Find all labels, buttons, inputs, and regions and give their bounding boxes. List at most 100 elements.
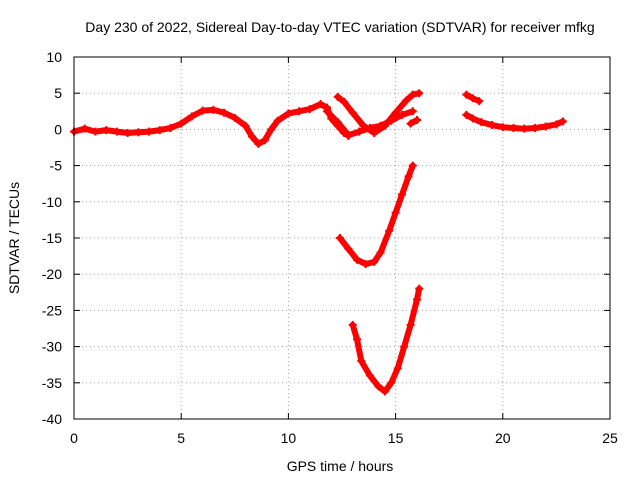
- data-point: [166, 123, 175, 132]
- data-point: [385, 226, 394, 235]
- y-tick-label: 10: [46, 49, 62, 65]
- data-point: [376, 248, 385, 257]
- data-point: [404, 172, 413, 181]
- data-point: [344, 131, 353, 140]
- data-point: [187, 112, 196, 121]
- data-point: [558, 117, 567, 126]
- data-point: [220, 108, 229, 117]
- data-point: [406, 320, 415, 329]
- data-point: [406, 119, 415, 128]
- data-point: [333, 118, 342, 127]
- data-point: [387, 116, 396, 125]
- y-tick-label: -5: [50, 158, 63, 174]
- data-point: [91, 127, 100, 136]
- data-point: [254, 139, 263, 148]
- data-point: [400, 342, 409, 351]
- y-tick-label: -25: [42, 302, 62, 318]
- data-point: [198, 106, 207, 115]
- data-point: [387, 378, 396, 387]
- data-point: [284, 109, 293, 118]
- data-point: [344, 244, 353, 253]
- data-point: [112, 127, 121, 136]
- data-point: [80, 124, 89, 133]
- data-point: [398, 190, 407, 199]
- data-point: [509, 123, 518, 132]
- data-point: [316, 100, 325, 109]
- y-tick-label: -10: [42, 194, 62, 210]
- data-point: [408, 90, 417, 99]
- chart-title: Day 230 of 2022, Sidereal Day-to-day VTE…: [85, 19, 594, 35]
- x-tick-label: 10: [281, 430, 297, 446]
- y-tick-label: -35: [42, 375, 62, 391]
- data-point: [353, 335, 362, 344]
- x-tick-label: 5: [177, 430, 185, 446]
- data-point: [340, 97, 349, 106]
- data-point: [552, 120, 561, 129]
- data-point: [177, 119, 186, 128]
- y-tick-label: 0: [54, 121, 62, 137]
- data-point: [370, 257, 379, 266]
- data-point: [402, 96, 411, 105]
- data-point: [415, 89, 424, 98]
- data-point: [155, 126, 164, 135]
- data-point: [365, 123, 374, 132]
- data-point: [348, 320, 357, 329]
- data-point: [295, 107, 304, 116]
- data-point: [247, 132, 256, 141]
- data-point: [462, 90, 471, 99]
- y-tick-label: -30: [42, 339, 62, 355]
- data-point: [374, 382, 383, 391]
- data-point: [267, 125, 276, 134]
- x-tick-label: 20: [495, 430, 511, 446]
- x-axis-label: GPS time / hours: [287, 458, 394, 474]
- data-point: [530, 123, 539, 132]
- data-point: [541, 122, 550, 131]
- data-point: [462, 110, 471, 119]
- series-valley-deep: [349, 285, 423, 395]
- data-point: [357, 357, 366, 366]
- data-point: [102, 126, 111, 135]
- data-point: [498, 123, 507, 132]
- series-arc-upper: [334, 90, 423, 136]
- data-point: [230, 113, 239, 122]
- data-point: [380, 387, 389, 396]
- data-point: [145, 127, 154, 136]
- plot-frame: [73, 56, 611, 420]
- data-point: [209, 105, 218, 114]
- data-point: [273, 116, 282, 125]
- data-point: [305, 105, 314, 114]
- data-point: [475, 97, 484, 106]
- data-point: [415, 284, 424, 293]
- x-tick-label: 25: [602, 430, 618, 446]
- data-point: [408, 161, 417, 170]
- y-axis-label: SDTVAR / TECUs: [6, 182, 22, 294]
- data-point: [260, 136, 269, 145]
- y-tick-label: -40: [42, 411, 62, 427]
- data-point: [361, 260, 370, 269]
- data-point: [408, 107, 417, 116]
- x-tick-label: 0: [70, 430, 78, 446]
- data-point: [391, 208, 400, 217]
- y-tick-label: 5: [54, 85, 62, 101]
- data-point: [370, 129, 379, 138]
- x-tick-label: 15: [388, 430, 404, 446]
- data-point: [398, 110, 407, 119]
- data-point: [413, 115, 422, 124]
- data-point: [477, 118, 486, 127]
- data-point: [365, 371, 374, 380]
- data-point: [468, 94, 477, 103]
- y-tick-label: -20: [42, 266, 62, 282]
- data-point: [520, 124, 529, 133]
- data-point: [241, 121, 250, 130]
- data-series: [70, 89, 567, 396]
- data-point: [376, 121, 385, 130]
- data-point: [134, 128, 143, 137]
- data-point: [468, 114, 477, 123]
- data-point: [322, 107, 331, 116]
- data-point: [353, 255, 362, 264]
- data-point: [413, 295, 422, 304]
- data-point: [123, 129, 132, 138]
- data-point: [348, 108, 357, 117]
- data-point: [335, 234, 344, 242]
